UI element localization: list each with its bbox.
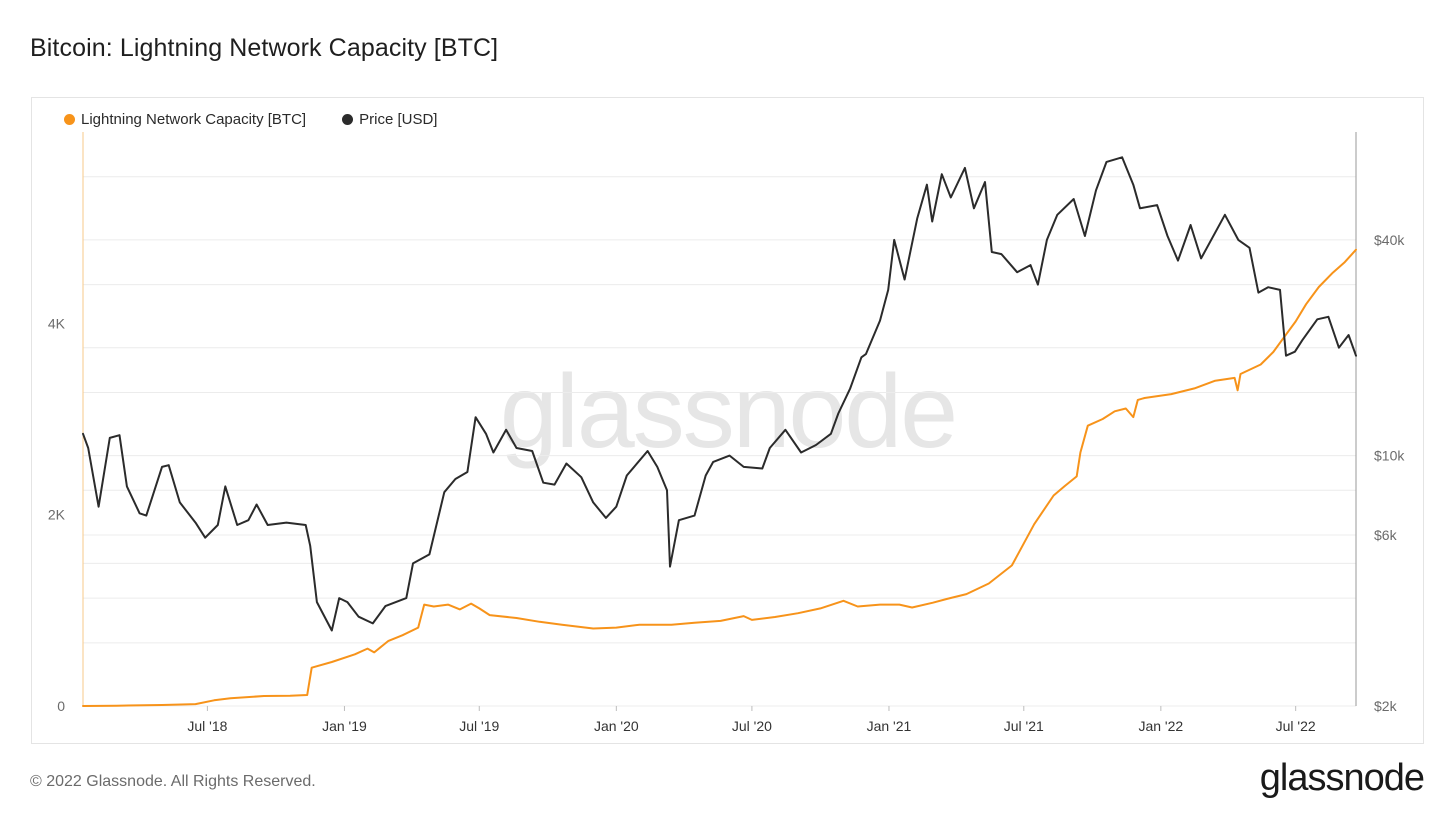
legend-dot-capacity (64, 114, 75, 125)
x-tick-label: Jan '19 (322, 718, 367, 734)
y-right-tick-label: $40k (1374, 232, 1405, 248)
x-tick-label: Jul '20 (732, 718, 772, 734)
page-title: Bitcoin: Lightning Network Capacity [BTC… (30, 34, 499, 62)
series-line-capacity (82, 248, 1357, 707)
legend-item-price[interactable]: Price [USD] (342, 111, 437, 128)
chart-panel (31, 97, 1424, 744)
series-line-price (82, 156, 1357, 632)
x-tick-label: Jan '20 (594, 718, 639, 734)
x-tick-label: Jul '19 (459, 718, 499, 734)
y-left-tick-label: 4K (48, 315, 66, 331)
x-tick-label: Jul '22 (1276, 718, 1316, 734)
legend-label-price: Price [USD] (359, 111, 438, 128)
y-left-tick-label: 0 (57, 698, 65, 714)
x-tick-label: Jul '18 (187, 718, 227, 734)
y-right-tick-label: $10k (1374, 448, 1405, 464)
grid-lines (83, 176, 1356, 707)
x-tick-label: Jan '22 (1138, 718, 1183, 734)
x-tick-label: Jul '21 (1004, 718, 1044, 734)
legend-dot-price (342, 114, 354, 125)
legend: Lightning Network Capacity [BTC] Price [… (64, 111, 437, 128)
watermark: glassnode (500, 354, 956, 470)
axes (82, 132, 1357, 711)
legend-item-capacity[interactable]: Lightning Network Capacity [BTC] (64, 111, 306, 128)
y-left-tick-label: 2K (48, 507, 66, 523)
y-right-tick-label: $2k (1374, 698, 1398, 714)
x-tick-label: Jan '21 (867, 718, 912, 734)
glassnode-logo: glassnode (1259, 757, 1425, 799)
series-group (82, 156, 1357, 707)
copyright: © 2022 Glassnode. All Rights Reserved. (30, 773, 316, 790)
legend-label-capacity: Lightning Network Capacity [BTC] (81, 111, 307, 128)
axis-labels: Jul '18 Jan '19 Jul '19 Jan '20 Jul '20 Jan '… (48, 232, 1405, 734)
y-right-tick-label: $6k (1374, 527, 1398, 543)
